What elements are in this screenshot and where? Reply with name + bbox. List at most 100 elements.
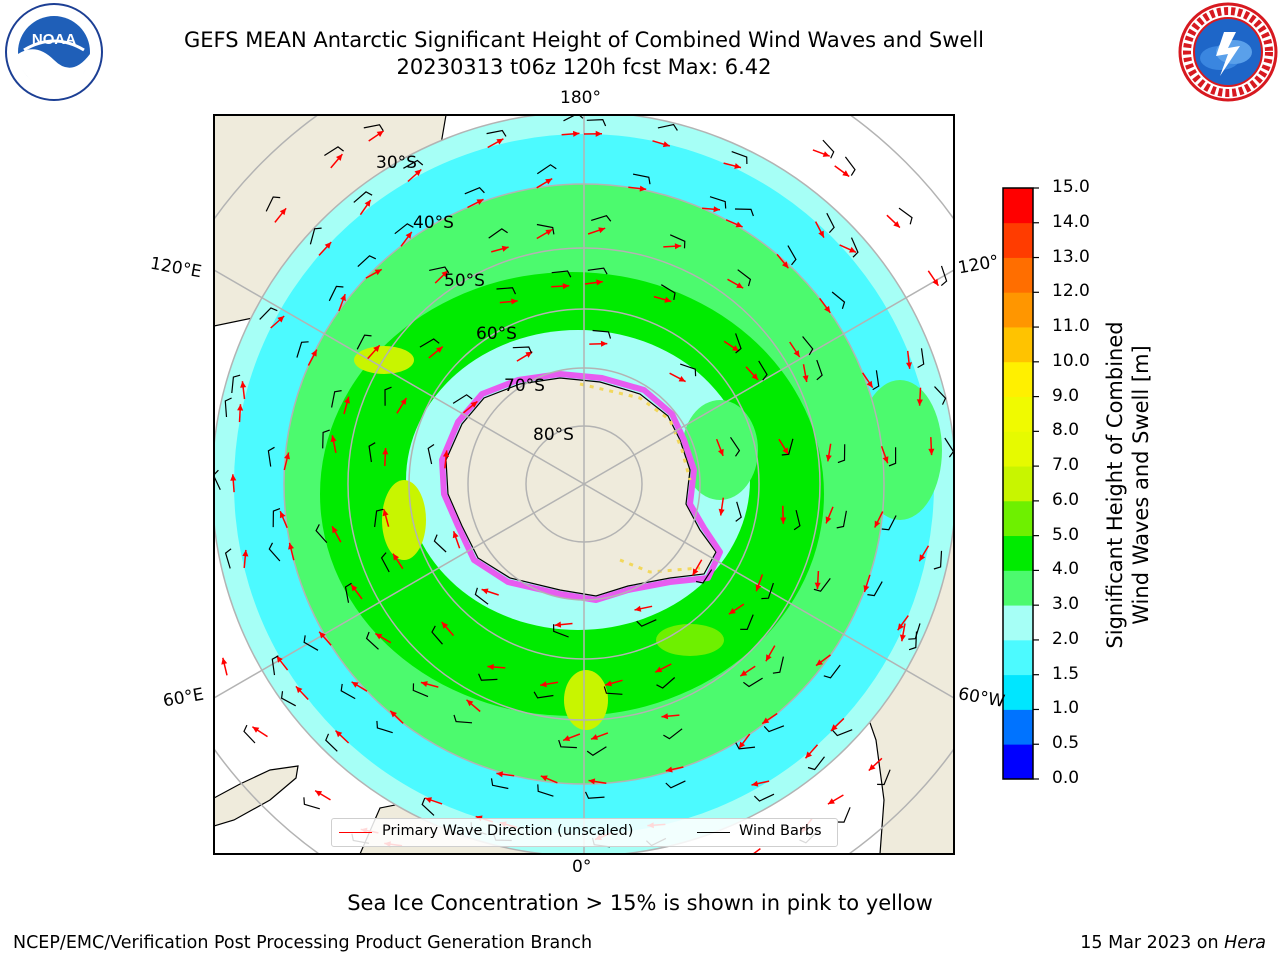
wind-barb <box>553 624 569 638</box>
wind-barb <box>403 159 424 169</box>
wind-barb <box>844 156 856 176</box>
wave-arrow-head <box>713 206 720 213</box>
wind-barb <box>816 359 823 381</box>
wave-arrow-head <box>740 670 748 677</box>
wave-arrow-head <box>452 531 459 539</box>
wave-arrow-head <box>511 298 518 305</box>
wind-barb <box>303 635 319 651</box>
wave-arrow-head <box>751 780 759 787</box>
wind-barb <box>268 542 281 562</box>
map-legend: Primary Wave Direction (unscaled) Wind B… <box>331 818 838 847</box>
wind-barb <box>537 784 554 797</box>
colorbar-bin <box>1003 222 1033 258</box>
wind-barb <box>636 619 657 627</box>
wind-barb <box>740 614 754 631</box>
wave-arrow-head <box>393 553 399 561</box>
wind-barb <box>591 215 612 222</box>
wind-barb <box>512 346 533 354</box>
wave-arrow-head <box>874 520 881 528</box>
wave-arrow-head <box>765 654 772 662</box>
colorbar-tick-label: 1.0 <box>1052 698 1080 719</box>
colorbar-title-line2: Wind Waves and Swell [m] <box>1129 345 1153 625</box>
wind-barb <box>660 284 676 301</box>
wave-arrow-head <box>252 726 260 733</box>
wave-arrow-head <box>340 294 346 302</box>
wave-arrow-head <box>655 666 663 673</box>
colorbar-tick-label: 7.0 <box>1052 455 1080 476</box>
wave-arrow-head <box>825 454 832 462</box>
colorbar-title-line1: Significant Height of Combined <box>1103 321 1127 649</box>
wind-barb <box>452 394 473 404</box>
wave-arrow-head <box>762 717 770 724</box>
wind-barb <box>551 270 572 278</box>
wave-arrow-head <box>382 448 389 455</box>
wind-barb <box>303 797 320 810</box>
colorbar-bin <box>1003 570 1033 606</box>
wave-arrow-head <box>734 163 741 169</box>
wave-arrow-head <box>573 130 580 137</box>
wind-barb <box>586 746 607 757</box>
wind-barb <box>384 386 392 406</box>
wind-barb <box>243 724 256 744</box>
wave-arrow-head <box>782 447 789 455</box>
wind-barb <box>743 677 763 688</box>
wind-barb <box>807 756 825 771</box>
colorbar-bin <box>1003 605 1033 641</box>
colorbar-tick-label: 6.0 <box>1052 489 1080 510</box>
wave-arrow-head <box>277 316 285 323</box>
wind-barb <box>214 469 221 491</box>
wave-arrow-head <box>661 713 669 720</box>
wave-arrow-head <box>481 588 489 595</box>
wave-arrow-head <box>443 450 450 457</box>
lat-label-40s: 40°S <box>413 213 454 233</box>
wave-arrow-head <box>540 681 547 688</box>
land-madagascar <box>214 765 299 827</box>
footer-date-text: 15 Mar 2023 on <box>1080 933 1225 953</box>
wind-barb <box>376 720 393 734</box>
wind-barb <box>474 587 489 605</box>
wave-arrow-head <box>284 452 290 460</box>
colorbar-bin <box>1003 361 1033 397</box>
nws-logo <box>1178 2 1278 102</box>
colorbar-tick-label: 1.5 <box>1052 663 1080 684</box>
colorbar-tick-label: 0.0 <box>1052 768 1080 788</box>
wave-arrow-head <box>736 282 744 289</box>
wind-barb <box>709 196 727 209</box>
wind-barb <box>908 623 921 640</box>
chart-subtitle: 20230313 t06z 120h fcst Max: 6.42 <box>396 55 772 79</box>
wave-arrow-head <box>598 227 606 234</box>
wind-barb <box>802 336 814 356</box>
wind-barb <box>453 714 473 724</box>
wave-arrow-head <box>525 351 533 358</box>
wave-arrow-head <box>782 261 789 269</box>
wave-direction-arrows <box>221 130 940 854</box>
wind-barb <box>737 269 752 287</box>
wind-barb <box>836 807 851 823</box>
colorbar-tick-label: 2.0 <box>1052 628 1080 649</box>
wind-barb <box>934 386 947 405</box>
wind-barb <box>368 442 376 463</box>
colorbar-bin <box>1003 292 1033 328</box>
wind-barb <box>837 444 846 464</box>
wave-arrow-head <box>382 509 389 517</box>
wave-arrow-head <box>868 764 876 771</box>
wave-arrow-head <box>605 680 612 687</box>
wind-barb <box>836 510 847 529</box>
wind-barb <box>421 797 435 816</box>
wind-barb <box>781 438 794 456</box>
wave-arrow-head <box>496 771 503 778</box>
wave-arrow-head <box>562 283 570 290</box>
wave-arrow-head <box>591 734 598 740</box>
map-frame <box>213 114 955 855</box>
wind-barb <box>380 552 390 573</box>
wave-arrow-head <box>405 231 412 239</box>
wave-arrow-head <box>866 380 873 388</box>
colorbar-tick-label: 15.0 <box>1052 177 1090 197</box>
wave-arrow-head <box>822 151 830 157</box>
wave-arrow-head <box>545 178 553 185</box>
wind-barb <box>296 341 309 358</box>
wind-barb <box>309 227 322 245</box>
wind-barb <box>536 223 555 235</box>
wind-barb <box>324 146 344 157</box>
